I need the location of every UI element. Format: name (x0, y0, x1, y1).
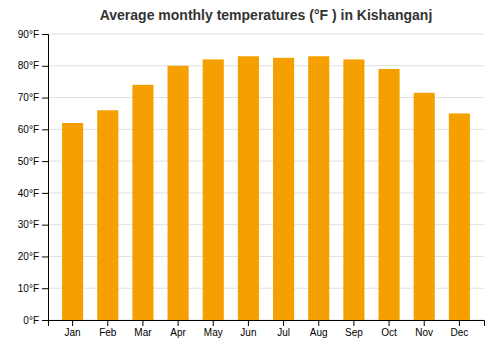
x-tick: Oct (381, 320, 397, 338)
x-tick-mark (424, 320, 425, 326)
y-tick-label: 10°F (18, 283, 39, 294)
x-tick-mark (248, 320, 249, 326)
y-tick: 20°F (18, 251, 48, 262)
grid-line (48, 34, 484, 35)
y-tick: 30°F (18, 219, 48, 230)
bar (97, 110, 118, 320)
x-tick: May (204, 320, 223, 338)
y-tick-label: 80°F (18, 60, 39, 71)
x-tick-label: Jul (277, 327, 290, 338)
title: Average monthly temperatures (°F ) in Ki… (100, 7, 433, 23)
y-tick-mark (42, 225, 48, 226)
x-tick-label: Sep (345, 327, 363, 338)
y-tick-mark (42, 161, 48, 162)
x-tick: Feb (99, 320, 117, 338)
bar (168, 66, 189, 320)
x-tick-label: May (204, 327, 223, 338)
bar (449, 113, 470, 320)
y-tick-mark (42, 129, 48, 130)
y-tick-label: 70°F (18, 92, 39, 103)
x-tick-label: Oct (381, 327, 397, 338)
bar (414, 93, 435, 320)
x-tick: Apr (170, 320, 186, 338)
y-tick-label: 60°F (18, 124, 39, 135)
bar (273, 58, 294, 320)
x-tick-mark (353, 320, 354, 326)
x-tick-label: Nov (415, 327, 433, 338)
y-tick-label: 50°F (18, 156, 39, 167)
x-tick-mark (213, 320, 214, 326)
x-tick-mark (318, 320, 319, 326)
x-tick-mark (107, 320, 108, 326)
y-tick-label: 30°F (18, 219, 39, 230)
y-tick-label: 20°F (18, 251, 39, 262)
chart: Jan Feb Mar Apr May Jun Jul Aug Sep Oct Nov Dec 0°F 1… (0, 0, 500, 350)
grid (48, 34, 484, 320)
x-axis: Jan Feb Mar Apr May Jun Jul Aug Sep Oct Nov Dec (49, 320, 485, 338)
x-tick: Jul (277, 320, 290, 338)
x-tick-label: Mar (134, 327, 152, 338)
x-tick: Aug (310, 320, 328, 338)
y-tick-label: 0°F (23, 315, 39, 326)
bar (379, 69, 400, 320)
x-tick: Sep (345, 320, 363, 338)
x-tick-mark (142, 320, 143, 326)
y-tick-mark (42, 193, 48, 194)
y-tick: 60°F (18, 124, 48, 135)
bar (62, 123, 83, 320)
y-tick-mark (42, 34, 48, 35)
y-tick: 80°F (18, 60, 48, 71)
bar (132, 85, 153, 320)
x-tick-label: Aug (310, 327, 328, 338)
y-tick-mark (42, 256, 48, 257)
y-tick-label: 90°F (18, 29, 39, 40)
x-tick-label: Jun (240, 327, 256, 338)
x-tick: Jan (65, 320, 81, 338)
y-tick: 90°F (18, 29, 48, 40)
bar (308, 56, 329, 320)
y-tick: 50°F (18, 156, 48, 167)
x-tick: Jun (240, 320, 256, 338)
x-tick-mark (389, 320, 390, 326)
y-tick-mark (42, 98, 48, 99)
y-axis-line (42, 35, 49, 321)
bar (238, 56, 259, 320)
bar (203, 59, 224, 320)
y-tick-mark (42, 288, 48, 289)
y-tick-label: 40°F (18, 188, 39, 199)
x-tick-mark (459, 320, 460, 326)
x-tick-label: Apr (170, 327, 186, 338)
y-tick: 40°F (18, 188, 48, 199)
y-tick: 70°F (18, 92, 48, 103)
y-tick: 0°F (23, 315, 48, 326)
x-tick: Dec (450, 320, 468, 338)
x-tick-label: Jan (65, 327, 81, 338)
x-tick: Nov (415, 320, 433, 338)
grid-line (48, 65, 484, 66)
x-tick-label: Dec (450, 327, 468, 338)
y-tick-mark (42, 320, 48, 321)
x-tick-mark (283, 320, 284, 326)
x-tick-mark (72, 320, 73, 326)
x-tick-label: Feb (99, 327, 117, 338)
bars (62, 56, 470, 320)
bar (343, 59, 364, 320)
x-axis-line (49, 321, 485, 327)
x-tick: Mar (134, 320, 152, 338)
x-tick-mark (178, 320, 179, 326)
y-tick: 10°F (18, 283, 48, 294)
y-tick-mark (42, 66, 48, 67)
y-axis: 0°F 10°F 20°F 30°F 40°F 50°F 60°F 70°F 80°F 90°F (18, 29, 49, 326)
